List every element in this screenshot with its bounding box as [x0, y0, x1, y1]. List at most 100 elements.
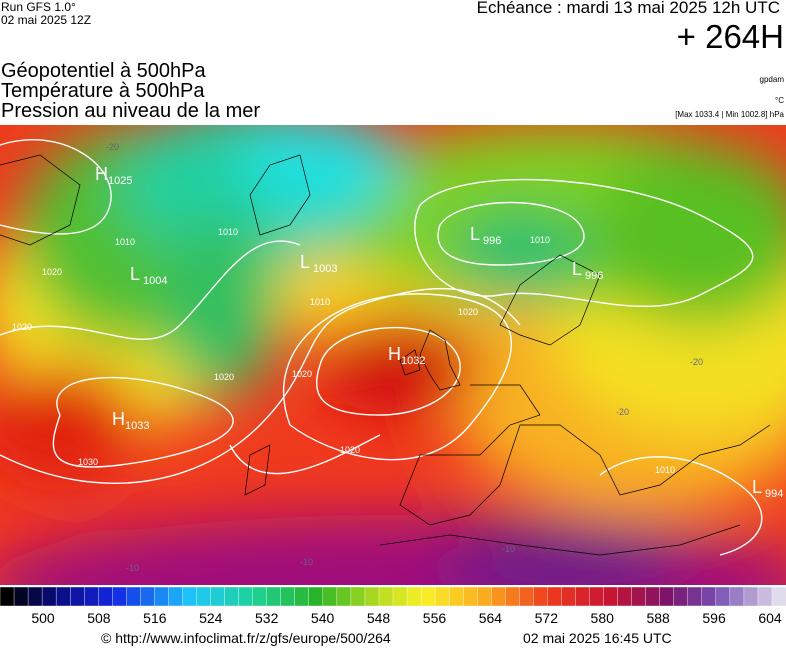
- colorbar-label: 508: [87, 610, 111, 626]
- contour-label: 1020: [458, 307, 478, 317]
- color-swatch: [589, 587, 605, 607]
- color-swatch: [757, 587, 773, 607]
- contour-label: 1020: [42, 267, 62, 277]
- colorbar-label: 572: [535, 610, 559, 626]
- color-swatch: [462, 587, 478, 607]
- run-date: 02 mai 2025 12Z: [1, 13, 92, 27]
- contour-label: -10: [126, 563, 139, 573]
- center-value: 1033: [125, 420, 149, 432]
- contour-label: -10: [300, 557, 313, 567]
- center-letter: L: [300, 252, 310, 272]
- color-swatch: [533, 587, 548, 607]
- center-value: 994: [765, 488, 783, 500]
- color-swatch: [0, 587, 15, 607]
- color-swatch: [308, 587, 324, 607]
- colorbar-label: 500: [31, 610, 55, 626]
- color-swatch: [575, 587, 591, 607]
- title-3: Pression au niveau de la mer: [1, 100, 261, 122]
- color-swatch: [743, 587, 759, 607]
- color-swatch: [729, 587, 745, 607]
- contour-label: -20: [616, 407, 629, 417]
- color-swatch: [392, 587, 408, 607]
- color-swatch: [350, 587, 366, 607]
- color-swatch: [154, 587, 169, 607]
- contour-label: 1010: [530, 235, 550, 245]
- contour-label: 1030: [78, 457, 98, 467]
- contour-label: 1020: [292, 369, 312, 379]
- title-1: Géopotentiel à 500hPa: [1, 60, 206, 82]
- colorbar-label: 548: [367, 610, 391, 626]
- color-swatch: [617, 587, 633, 607]
- center-letter: H: [95, 164, 108, 184]
- contour-label: 1020: [214, 372, 234, 382]
- color-swatch: [98, 587, 113, 607]
- contour-label: -20: [690, 357, 703, 367]
- color-swatch: [210, 587, 226, 607]
- color-swatch: [519, 587, 534, 607]
- color-swatch: [406, 587, 422, 607]
- generated-time: 02 mai 2025 16:45 UTC: [523, 630, 672, 646]
- color-swatch: [491, 587, 506, 607]
- colorbar-label: 604: [758, 610, 782, 626]
- color-swatch: [561, 587, 576, 607]
- color-swatch: [771, 587, 786, 607]
- color-swatch: [715, 587, 731, 607]
- contour-label: 1010: [218, 227, 238, 237]
- color-swatch: [126, 587, 141, 607]
- colorbar: 500 508 516 524 532 540 548 556 564 572 580 588 596 6…: [0, 587, 786, 626]
- color-swatch: [673, 587, 689, 607]
- color-swatch: [69, 587, 85, 607]
- center-letter: L: [470, 224, 480, 244]
- color-swatch: [238, 587, 254, 607]
- color-swatch: [182, 587, 197, 607]
- colorbar-label: 556: [423, 610, 447, 626]
- unit: °C: [775, 96, 784, 105]
- coastlines: [0, 154, 771, 556]
- contour-label: 1020: [340, 445, 360, 455]
- color-swatch: [687, 587, 703, 607]
- center-value: 996: [483, 235, 501, 247]
- color-swatch: [420, 587, 436, 607]
- color-swatch: [13, 587, 29, 607]
- center-letter: L: [752, 477, 762, 497]
- center-letter: L: [572, 259, 582, 279]
- color-swatch: [336, 587, 352, 607]
- color-swatch: [280, 587, 296, 607]
- color-swatch: [631, 587, 647, 607]
- colorbar-label: 532: [255, 610, 279, 626]
- color-swatch: [196, 587, 212, 607]
- contour-label: 1020: [12, 322, 32, 332]
- colorbar-label: 564: [479, 610, 503, 626]
- color-swatch: [448, 587, 464, 607]
- colorbar-label: 596: [702, 610, 726, 626]
- center-value: 1032: [401, 355, 425, 367]
- color-swatch: [55, 587, 71, 607]
- center-value: 1025: [108, 175, 132, 187]
- colorbar-label: 580: [591, 610, 615, 626]
- contour-label: 1010: [115, 237, 135, 247]
- title-2: Température à 500hPa: [1, 80, 205, 102]
- color-swatch: [84, 587, 99, 607]
- color-swatch: [294, 587, 310, 607]
- unit: [Max 1033.4 | Min 1002.8] hPa: [675, 110, 784, 119]
- color-swatch: [112, 587, 127, 607]
- center-value: 996: [585, 270, 603, 282]
- colorbar-label: 524: [199, 610, 223, 626]
- colorbar-label: 516: [143, 610, 167, 626]
- valid-time: Echéance : mardi 13 mai 2025 12h UTC: [476, 0, 780, 17]
- color-swatch: [266, 587, 282, 607]
- contour-label: -20: [106, 142, 119, 152]
- center-letter: H: [388, 344, 401, 364]
- color-swatch: [224, 587, 240, 607]
- color-swatch: [659, 587, 675, 607]
- color-swatch: [168, 587, 183, 607]
- source-url: © http://www.infoclimat.fr/z/gfs/europe/…: [101, 630, 391, 646]
- lead-time: + 264H: [676, 18, 784, 55]
- color-swatch: [645, 587, 661, 607]
- center-value: 1004: [143, 275, 167, 287]
- center-letter: H: [112, 409, 125, 429]
- contour-label: 1010: [310, 297, 330, 307]
- colorbar-label: 588: [646, 610, 670, 626]
